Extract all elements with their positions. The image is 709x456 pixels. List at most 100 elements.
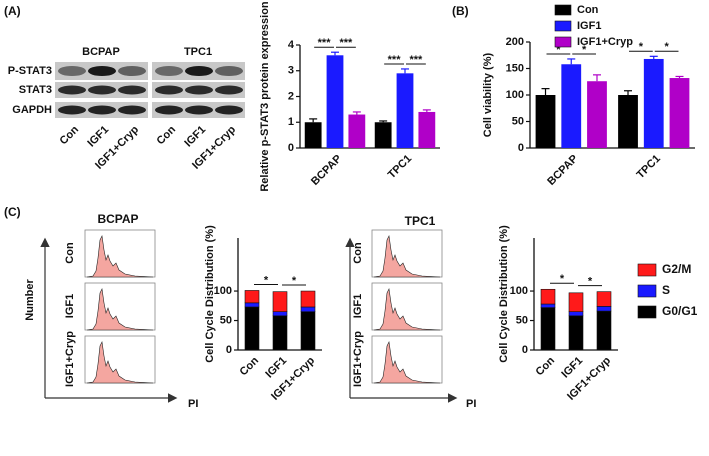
bar-segment xyxy=(244,290,260,304)
flow-row-label: Con xyxy=(64,242,76,264)
y-axis-label: Relative p-STAT3 protein expression xyxy=(259,1,271,192)
x-tick-label: Con xyxy=(238,354,262,378)
bar xyxy=(374,122,392,148)
blot-lane-label: Con xyxy=(58,123,82,147)
bar xyxy=(587,81,607,148)
significance-label: * xyxy=(639,41,644,53)
significance-label: * xyxy=(664,41,669,53)
y-tick-label: 3 xyxy=(288,65,294,77)
y-tick-label: 100 xyxy=(506,89,524,101)
blot-group-label: BCPAP xyxy=(82,46,120,58)
bar xyxy=(418,111,436,148)
y-tick-label: 200 xyxy=(506,36,524,48)
blot-row-label: GAPDH xyxy=(12,104,52,116)
bar xyxy=(561,64,582,148)
y-axis-label: Cell Cycle Distribution (%) xyxy=(204,225,216,363)
legend-label: S xyxy=(662,283,670,297)
blot-lane-label: IGF1 xyxy=(85,124,111,150)
legend-label: IGF1+Cryp xyxy=(577,36,633,48)
y-tick-label: 0 xyxy=(518,142,524,154)
y-axis-label: Cell Cycle Distribution (%) xyxy=(498,225,510,363)
y-tick-label: 0 xyxy=(288,142,294,154)
y-tick-label: 0 xyxy=(522,344,528,356)
significance-label: *** xyxy=(318,37,332,49)
bar xyxy=(326,55,344,148)
bar-segment xyxy=(244,302,260,308)
histogram-frame xyxy=(371,282,443,331)
y-tick-label: 100 xyxy=(214,285,232,297)
bar-segment xyxy=(568,315,584,351)
bar-segment xyxy=(568,311,584,317)
bar-segment xyxy=(596,291,612,307)
blot-band xyxy=(215,85,243,95)
y-tick-label: 50 xyxy=(516,314,528,326)
blot-lane-label: Con xyxy=(155,123,179,147)
blot-band xyxy=(118,65,146,77)
blot-band xyxy=(58,105,86,115)
bar-segment xyxy=(272,291,288,312)
bar xyxy=(396,73,414,148)
y-tick-label: 1 xyxy=(288,116,294,128)
blot-band xyxy=(215,65,243,77)
bar-segment xyxy=(540,303,556,308)
significance-label: * xyxy=(556,44,561,56)
bar-segment xyxy=(596,306,612,312)
legend-swatch xyxy=(554,36,572,48)
y-tick-label: 50 xyxy=(512,115,524,127)
significance-label: *** xyxy=(388,54,402,66)
legend-swatch xyxy=(637,305,657,319)
bar-segment xyxy=(300,290,316,308)
y-tick-label: 50 xyxy=(220,314,232,326)
blot-row-label: P-STAT3 xyxy=(8,65,52,77)
flow-x-label: PI xyxy=(188,398,198,410)
legend-label: IGF1 xyxy=(577,20,601,32)
y-tick-label: 0 xyxy=(226,344,232,356)
blot-band xyxy=(185,105,213,115)
x-tick-label: TPC1 xyxy=(635,153,663,181)
bar-segment xyxy=(568,292,584,312)
blot-band xyxy=(155,105,183,115)
chart-title: TPC1 xyxy=(405,214,436,228)
histogram-frame xyxy=(84,335,156,384)
blot-band xyxy=(185,85,213,95)
significance-label: *** xyxy=(339,37,353,49)
bar-segment xyxy=(540,288,556,305)
bar-segment xyxy=(244,306,260,351)
blot-band xyxy=(185,65,213,77)
blot-band xyxy=(118,105,146,115)
bar-segment xyxy=(300,311,316,351)
x-tick-label: BCPAP xyxy=(545,153,580,188)
histogram-frame xyxy=(84,282,156,331)
significance-label: *** xyxy=(409,54,423,66)
significance-label: * xyxy=(560,273,565,285)
bar xyxy=(348,114,366,148)
bar-segment xyxy=(272,315,288,351)
blot-lane-label: IGF1 xyxy=(182,124,208,150)
legend-swatch xyxy=(554,4,572,16)
legend-swatch xyxy=(554,20,572,32)
y-tick-label: 2 xyxy=(288,90,294,102)
legend-swatch xyxy=(637,284,657,298)
y-tick-label: 150 xyxy=(506,62,524,74)
flow-row-label: IGF1 xyxy=(352,294,364,318)
chart-title: BCPAP xyxy=(97,212,138,226)
blot-row-label: STAT3 xyxy=(19,84,52,96)
bar-segment xyxy=(596,310,612,351)
blot-band xyxy=(155,65,183,77)
blot-band xyxy=(118,85,146,95)
significance-label: * xyxy=(264,274,269,286)
blot-band xyxy=(58,65,86,77)
blot-group-label: TPC1 xyxy=(184,46,212,58)
histogram-frame xyxy=(371,229,443,278)
legend-label: G2/M xyxy=(662,262,691,276)
significance-label: * xyxy=(588,276,593,288)
x-tick-label: IGF1 xyxy=(559,355,585,381)
flow-row-label: IGF1+Cryp xyxy=(352,331,364,387)
blot-band xyxy=(88,65,116,77)
bar-segment xyxy=(300,306,316,312)
panel-label: (A) xyxy=(4,4,21,18)
flow-row-label: IGF1 xyxy=(64,294,76,318)
bar-segment xyxy=(540,307,556,351)
bar xyxy=(304,122,322,148)
